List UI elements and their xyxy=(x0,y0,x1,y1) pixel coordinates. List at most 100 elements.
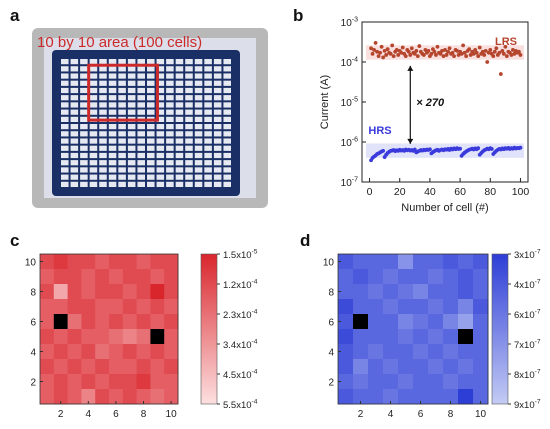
grid-cell xyxy=(70,160,79,166)
grid-cell xyxy=(70,95,79,101)
grid-cell xyxy=(194,145,203,151)
data-point-lrs xyxy=(417,44,422,48)
data-point-lrs xyxy=(464,54,469,59)
colorbar-tick-label: 7x10-7 xyxy=(514,339,541,351)
grid-cell xyxy=(108,66,117,72)
data-point-lrs xyxy=(447,46,452,51)
grid-cell xyxy=(61,124,69,130)
data-point-lrs xyxy=(406,49,411,54)
y-tick-label: 2 xyxy=(30,378,36,389)
data-point-lrs xyxy=(443,48,447,52)
grid-cell xyxy=(108,80,117,86)
grid-cell xyxy=(127,152,136,159)
heat-cell xyxy=(383,284,399,300)
heat-cell xyxy=(383,374,399,390)
data-point-lrs xyxy=(376,54,381,59)
grid-cell xyxy=(147,138,155,144)
data-point-lrs xyxy=(467,47,472,52)
heat-cell xyxy=(458,389,474,405)
grid-cell xyxy=(204,145,212,151)
grid-cell xyxy=(89,167,98,173)
grid-cell xyxy=(175,160,184,166)
series-label-lrs: LRS xyxy=(495,36,517,48)
y-axis-label: Current (A) xyxy=(319,75,331,129)
data-point-lrs xyxy=(468,53,473,57)
heat-cell xyxy=(122,374,138,390)
heat-cell xyxy=(136,329,151,345)
grid-cell xyxy=(175,181,184,187)
heat-cell xyxy=(473,299,489,315)
grid-cell xyxy=(80,152,88,159)
x-tick-label: 80 xyxy=(484,186,496,198)
data-point-lrs xyxy=(498,72,503,76)
grid-cell xyxy=(185,160,193,166)
heat-cell xyxy=(150,284,165,300)
grid-cell xyxy=(89,152,98,159)
heat-cell xyxy=(413,269,429,285)
heat-cell xyxy=(413,359,429,375)
heat-cell xyxy=(368,284,384,300)
y-tick-label: 10 xyxy=(25,258,37,269)
grid-cell xyxy=(175,174,184,180)
grid-cell xyxy=(213,138,222,144)
grid-cell xyxy=(118,167,126,173)
grid-cell xyxy=(166,124,174,130)
grid-cell xyxy=(185,145,193,151)
grid-cell xyxy=(204,102,212,108)
grid-cell xyxy=(166,109,174,115)
heat-cell xyxy=(109,254,124,270)
grid-cell xyxy=(194,160,203,166)
grid-cell xyxy=(156,174,165,180)
grid-cell xyxy=(80,80,88,86)
grid-cell xyxy=(194,59,203,65)
heat-cell xyxy=(368,389,384,405)
grid-cell xyxy=(108,138,117,144)
grid-cell xyxy=(89,102,98,108)
colorbar xyxy=(491,253,509,405)
grid-cell xyxy=(194,131,203,137)
heat-cell xyxy=(67,374,82,390)
grid-cell xyxy=(185,87,193,94)
heat-cell xyxy=(67,254,82,270)
y-tick-label: 10 xyxy=(323,258,335,269)
heat-cell xyxy=(136,284,151,300)
heat-cell xyxy=(443,284,459,300)
heat-cell xyxy=(136,344,151,360)
grid-cell xyxy=(137,102,145,108)
heat-cell xyxy=(383,269,399,285)
grid-cell xyxy=(118,95,126,101)
grid-cell xyxy=(204,95,212,101)
heat-cell xyxy=(136,359,151,375)
grid-cell xyxy=(99,87,107,94)
data-point-lrs xyxy=(517,49,521,54)
grid-cell xyxy=(80,131,88,137)
colorbar-tick-label: 6x10-7 xyxy=(514,309,541,321)
grid-cell xyxy=(127,174,136,180)
grid-cell xyxy=(118,181,126,187)
grid-cell xyxy=(213,66,222,72)
heat-cell xyxy=(473,284,489,300)
grid-cell xyxy=(175,80,184,86)
grid-cell xyxy=(175,167,184,173)
heat-cell xyxy=(122,389,138,405)
heat-cell xyxy=(368,329,384,345)
data-point-lrs xyxy=(426,48,431,53)
grid-cell xyxy=(127,59,136,65)
grid-cell xyxy=(137,145,145,151)
grid-cell xyxy=(156,124,165,130)
data-point-lrs xyxy=(421,53,426,57)
grid-cell xyxy=(108,174,117,180)
heat-cell xyxy=(81,284,96,300)
data-point-lrs xyxy=(497,50,502,55)
grid-cell xyxy=(175,102,184,108)
grid-cell xyxy=(108,152,117,159)
grid-cell xyxy=(89,174,98,180)
data-point-lrs xyxy=(372,48,376,52)
grid-cell xyxy=(204,138,212,144)
grid-cell xyxy=(80,102,88,108)
grid-cell xyxy=(80,87,88,94)
grid-cell xyxy=(70,87,79,94)
heat-cell xyxy=(368,254,384,270)
